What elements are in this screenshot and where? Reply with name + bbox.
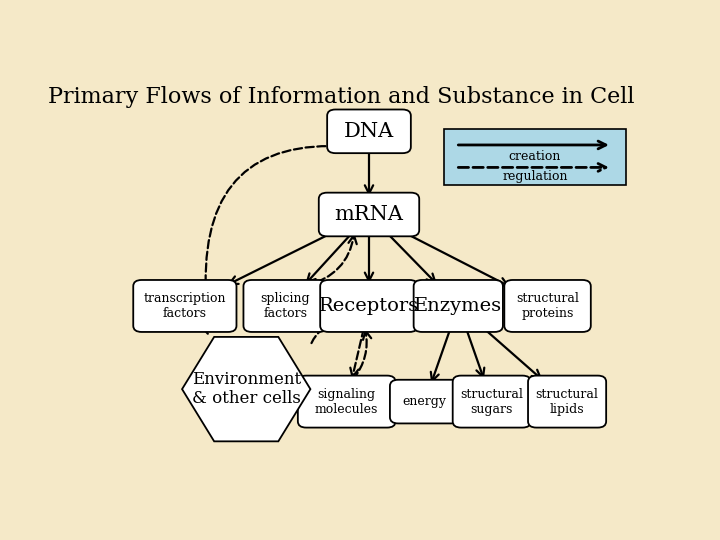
FancyBboxPatch shape xyxy=(390,380,459,423)
Text: transcription
factors: transcription factors xyxy=(143,292,226,320)
Text: structural
lipids: structural lipids xyxy=(536,388,598,416)
FancyBboxPatch shape xyxy=(504,280,591,332)
FancyBboxPatch shape xyxy=(444,129,626,185)
FancyBboxPatch shape xyxy=(298,376,395,428)
FancyBboxPatch shape xyxy=(133,280,236,332)
Text: DNA: DNA xyxy=(344,122,394,141)
FancyBboxPatch shape xyxy=(413,280,503,332)
Text: creation: creation xyxy=(509,150,561,163)
Text: Enzymes: Enzymes xyxy=(414,297,503,315)
FancyBboxPatch shape xyxy=(528,376,606,428)
Text: splicing
factors: splicing factors xyxy=(261,292,310,320)
FancyBboxPatch shape xyxy=(327,110,411,153)
Polygon shape xyxy=(182,337,310,441)
Text: regulation: regulation xyxy=(503,171,568,184)
Text: Environment
& other cells: Environment & other cells xyxy=(192,371,301,407)
Text: Primary Flows of Information and Substance in Cell: Primary Flows of Information and Substan… xyxy=(48,85,634,107)
FancyBboxPatch shape xyxy=(319,193,419,237)
Text: signaling
molecules: signaling molecules xyxy=(315,388,379,416)
Text: Receptors: Receptors xyxy=(319,297,419,315)
FancyBboxPatch shape xyxy=(320,280,418,332)
Text: structural
sugars: structural sugars xyxy=(460,388,523,416)
FancyBboxPatch shape xyxy=(243,280,327,332)
Text: mRNA: mRNA xyxy=(335,205,403,224)
FancyBboxPatch shape xyxy=(453,376,531,428)
Text: structural
proteins: structural proteins xyxy=(516,292,579,320)
Text: energy: energy xyxy=(402,395,447,408)
